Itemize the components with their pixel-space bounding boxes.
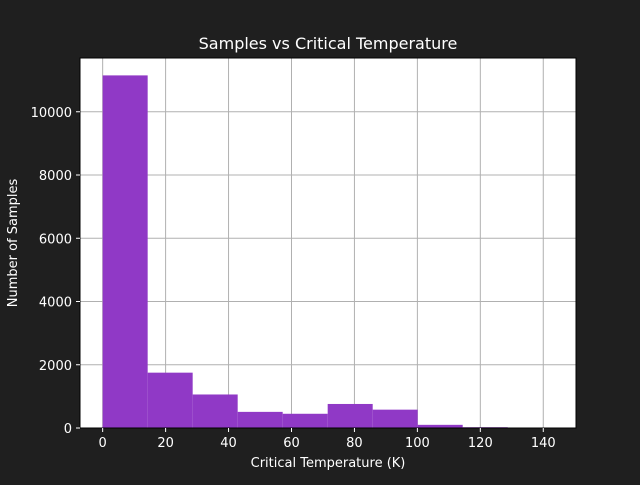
chart-title: Samples vs Critical Temperature: [199, 34, 458, 53]
y-axis-label: Number of Samples: [6, 179, 21, 308]
histogram-bar: [283, 414, 328, 428]
x-tick-label: 80: [346, 436, 363, 451]
x-tick-label: 40: [220, 436, 237, 451]
histogram-bar: [238, 412, 283, 428]
x-axis-label: Critical Temperature (K): [251, 456, 406, 471]
histogram-bar: [193, 394, 238, 428]
y-tick-label: 10000: [31, 106, 72, 121]
histogram-bar: [103, 75, 148, 428]
x-tick-label: 100: [405, 436, 430, 451]
x-tick-label: 20: [157, 436, 174, 451]
y-tick-label: 8000: [39, 169, 72, 184]
x-ticks: 0 20 40 60 80 100 120 140: [99, 428, 556, 451]
y-tick-label: 6000: [39, 232, 72, 247]
x-tick-label: 140: [531, 436, 556, 451]
axes-background: [80, 58, 576, 428]
x-tick-label: 120: [468, 436, 493, 451]
y-tick-label: 4000: [39, 296, 72, 311]
histogram-bar: [148, 373, 193, 428]
histogram-bar: [328, 404, 373, 428]
x-tick-label: 0: [99, 436, 107, 451]
x-tick-label: 60: [283, 436, 300, 451]
y-tick-label: 2000: [39, 359, 72, 374]
y-tick-label: 0: [64, 422, 72, 437]
y-ticks: 0 2000 4000 6000 8000 10000: [31, 106, 80, 437]
histogram-bar: [373, 410, 418, 428]
